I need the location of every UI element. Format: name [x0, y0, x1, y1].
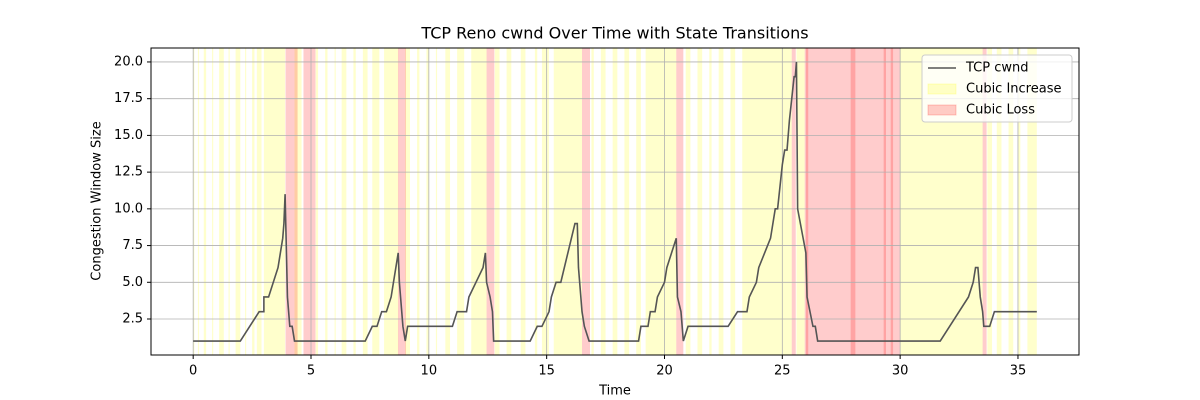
state-span	[506, 48, 512, 355]
state-span	[1017, 48, 1021, 355]
state-span	[805, 48, 809, 355]
legend-label: TCP cwnd	[965, 61, 1029, 76]
state-span	[582, 48, 591, 355]
legend-label: Cubic Increase	[966, 82, 1061, 97]
state-span	[445, 48, 451, 355]
plot-frame	[150, 47, 1080, 356]
state-span	[435, 48, 438, 355]
state-span	[263, 48, 286, 355]
y-tick-label: 10.0	[114, 201, 143, 216]
state-span	[850, 48, 856, 355]
state-span	[341, 48, 347, 355]
y-tick-label: 15.0	[114, 128, 143, 143]
x-tick-label: 5	[307, 364, 315, 379]
state-span	[624, 48, 630, 355]
state-span	[294, 48, 302, 355]
state-span	[645, 48, 677, 355]
state-span	[285, 48, 298, 355]
state-span	[730, 48, 736, 355]
state-span	[600, 48, 606, 355]
state-span	[197, 48, 200, 355]
x-tick-label: 25	[774, 364, 791, 379]
legend-swatch	[927, 83, 957, 95]
y-tick-label: 5.0	[122, 275, 143, 290]
legend: TCP cwnd Cubic Increase Cubic Loss	[921, 54, 1073, 123]
state-span	[534, 48, 538, 355]
state-span	[315, 48, 319, 355]
x-tick-label: 10	[421, 364, 438, 379]
chart-title: TCP Reno cwnd Over Time with State Trans…	[420, 24, 808, 43]
state-span	[486, 48, 495, 355]
state-span	[541, 48, 550, 355]
legend-swatch	[927, 104, 957, 116]
state-span	[804, 48, 901, 355]
x-tick-label: 20	[656, 364, 673, 379]
state-span	[372, 48, 380, 355]
state-span	[553, 48, 583, 355]
state-span	[996, 48, 1002, 355]
state-span	[718, 48, 724, 355]
state-span	[685, 48, 691, 355]
y-tick-label: 2.5	[122, 312, 143, 327]
state-span	[397, 48, 406, 355]
state-span	[219, 48, 224, 355]
state-span	[636, 48, 641, 355]
state-span	[256, 48, 262, 355]
state-span	[334, 48, 336, 355]
state-span	[212, 48, 214, 355]
x-tick-label: 35	[1010, 364, 1027, 379]
state-span	[228, 48, 230, 355]
state-span	[796, 48, 805, 355]
state-span	[1008, 48, 1014, 355]
state-span	[982, 48, 987, 355]
state-span	[457, 48, 465, 355]
y-tick-label: 12.5	[114, 165, 143, 180]
state-span	[405, 48, 410, 355]
state-span	[883, 48, 887, 355]
state-span	[471, 48, 487, 355]
legend-label: Cubic Loss	[966, 103, 1035, 118]
state-span	[591, 48, 594, 355]
x-tick-label: 15	[538, 364, 555, 379]
y-axis-label: Congestion Window Size	[90, 121, 105, 280]
state-span	[890, 48, 894, 355]
state-span	[494, 48, 500, 355]
state-span	[426, 48, 429, 355]
x-axis-label: Time	[598, 384, 631, 399]
y-tick-label: 17.5	[114, 91, 143, 106]
state-span	[203, 48, 207, 355]
state-span	[1027, 48, 1037, 355]
state-span	[235, 48, 241, 355]
y-tick-label: 20.0	[114, 54, 143, 69]
legend-box	[921, 54, 1073, 123]
state-span	[742, 48, 792, 355]
state-span	[676, 48, 684, 355]
state-span	[697, 48, 703, 355]
state-span	[612, 48, 618, 355]
state-span	[303, 48, 316, 355]
state-span	[245, 48, 247, 355]
state-span	[709, 48, 712, 355]
x-tick-label: 30	[892, 364, 909, 379]
x-tick-label: 0	[189, 364, 197, 379]
cwnd-line	[193, 61, 1037, 342]
state-span	[353, 48, 356, 355]
state-span	[193, 48, 195, 355]
state-span	[987, 48, 993, 355]
state-span	[417, 48, 420, 355]
state-span	[362, 48, 368, 355]
state-span	[325, 48, 328, 355]
state-span	[384, 48, 399, 355]
state-span	[791, 48, 796, 355]
y-tick-label: 7.5	[122, 238, 143, 253]
state-span	[520, 48, 526, 355]
state-span	[252, 48, 255, 355]
